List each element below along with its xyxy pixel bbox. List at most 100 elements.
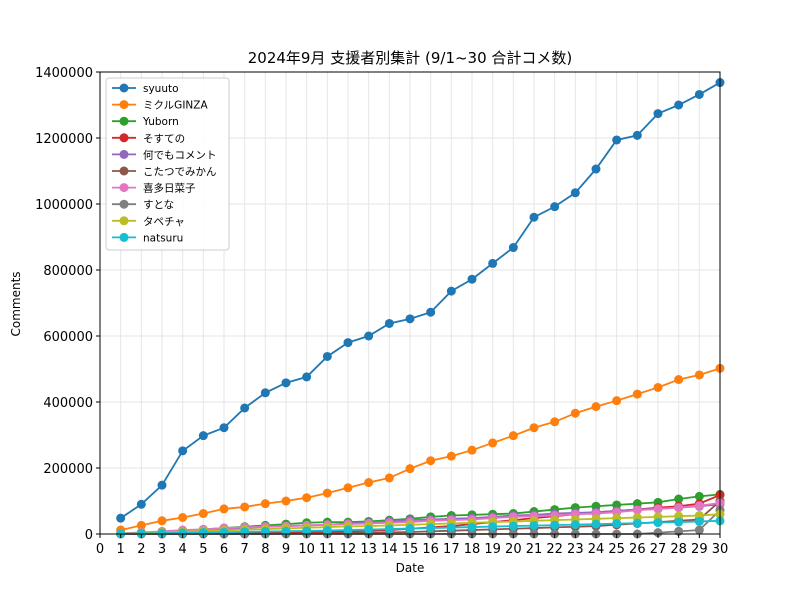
legend-item: ミクルGINZA bbox=[112, 100, 208, 112]
x-tick-label: 25 bbox=[608, 542, 625, 557]
x-tick-label: 1 bbox=[117, 542, 125, 557]
x-tick-label: 15 bbox=[402, 542, 419, 557]
y-tick-label: 1000000 bbox=[35, 198, 93, 213]
x-tick-label: 26 bbox=[629, 542, 646, 557]
data-point bbox=[198, 528, 208, 538]
data-point bbox=[446, 523, 456, 533]
data-point bbox=[508, 431, 518, 441]
y-tick-label: 0 bbox=[85, 528, 93, 543]
data-point bbox=[178, 446, 188, 456]
legend-item: Yuborn bbox=[112, 116, 179, 128]
x-tick-label: 21 bbox=[526, 542, 543, 557]
data-point bbox=[591, 519, 601, 529]
x-tick-label: 13 bbox=[360, 542, 377, 557]
data-point bbox=[591, 402, 601, 412]
x-tick-label: 9 bbox=[282, 542, 290, 557]
legend-label: 何でもコメント bbox=[143, 148, 217, 161]
series-natsuru bbox=[116, 516, 725, 539]
data-point bbox=[653, 382, 663, 392]
data-point bbox=[405, 314, 415, 324]
x-tick-label: 2 bbox=[137, 542, 145, 557]
data-point bbox=[281, 526, 291, 536]
data-point bbox=[384, 318, 394, 328]
y-tick-label: 800000 bbox=[43, 264, 93, 279]
data-point bbox=[157, 480, 167, 490]
x-tick-label: 30 bbox=[712, 542, 729, 557]
data-point bbox=[240, 502, 250, 512]
x-tick-label: 7 bbox=[241, 542, 249, 557]
data-point bbox=[508, 521, 518, 531]
y-axis-title: Comments bbox=[9, 271, 23, 336]
x-tick-label: 11 bbox=[319, 542, 336, 557]
legend-item: syuuto bbox=[112, 83, 179, 95]
data-point bbox=[632, 505, 642, 515]
data-point bbox=[694, 370, 704, 380]
x-tick-label: 19 bbox=[484, 542, 501, 557]
data-point bbox=[219, 504, 229, 514]
data-point bbox=[694, 491, 704, 501]
series-ミクルGINZA bbox=[116, 363, 725, 535]
data-point bbox=[322, 351, 332, 361]
data-point bbox=[343, 525, 353, 535]
data-point bbox=[219, 423, 229, 433]
data-point bbox=[570, 188, 580, 198]
legend-item: すとな bbox=[112, 199, 174, 211]
data-point bbox=[157, 528, 167, 538]
data-point bbox=[384, 473, 394, 483]
legend-swatch-marker bbox=[119, 133, 129, 143]
data-point bbox=[364, 478, 374, 488]
legend-label: こたつでみかん bbox=[143, 166, 217, 178]
data-point bbox=[198, 509, 208, 519]
x-tick-label: 29 bbox=[691, 542, 708, 557]
data-point bbox=[550, 202, 560, 212]
data-point bbox=[467, 274, 477, 284]
data-point bbox=[322, 526, 332, 536]
x-tick-label: 18 bbox=[464, 542, 481, 557]
x-tick-label: 8 bbox=[261, 542, 269, 557]
data-point bbox=[653, 504, 663, 514]
legend-label: そすての bbox=[143, 133, 185, 145]
x-tick-label: 28 bbox=[670, 542, 687, 557]
series-syuuto bbox=[116, 78, 725, 523]
data-point bbox=[529, 212, 539, 222]
data-point bbox=[281, 378, 291, 388]
data-point bbox=[178, 528, 188, 538]
legend-item: natsuru bbox=[112, 232, 183, 244]
x-tick-label: 10 bbox=[298, 542, 315, 557]
data-point bbox=[426, 523, 436, 533]
data-point bbox=[136, 520, 146, 530]
chart-title: 2024年9月 支援者別集計 (9/1~30 合計コメ数) bbox=[248, 49, 573, 67]
data-point bbox=[467, 522, 477, 532]
data-point bbox=[632, 518, 642, 528]
x-tick-label: 0 bbox=[96, 542, 104, 557]
data-point bbox=[612, 135, 622, 145]
legend-frame bbox=[105, 77, 230, 251]
legend-swatch-marker bbox=[119, 166, 129, 176]
x-tick-label: 12 bbox=[340, 542, 357, 557]
y-axis: 0 200000 400000 600000 800000 1000000 1200000 1… bbox=[35, 66, 100, 543]
legend-label: syuuto bbox=[143, 83, 179, 95]
data-point bbox=[550, 520, 560, 530]
data-point bbox=[694, 501, 704, 511]
data-point bbox=[426, 307, 436, 317]
y-tick-label: 600000 bbox=[43, 330, 93, 345]
x-tick-label: 14 bbox=[381, 542, 398, 557]
data-point bbox=[632, 130, 642, 140]
legend-swatch-marker bbox=[119, 149, 129, 159]
legend-label: 喜多日菜子 bbox=[143, 182, 196, 195]
x-axis: 0 1 2 3 4 5 6 7 8 9 10 11 12 13 14 15 16 17 18 19 20 21 22 23 24… bbox=[96, 534, 728, 557]
legend-item: こたつでみかん bbox=[112, 166, 217, 178]
data-point bbox=[612, 396, 622, 406]
legend-item: タペチャ bbox=[112, 216, 185, 228]
legend-swatch-marker bbox=[119, 100, 129, 110]
x-tick-label: 24 bbox=[588, 542, 605, 557]
legend-label: Yuborn bbox=[142, 116, 179, 128]
data-point bbox=[550, 417, 560, 427]
data-point bbox=[446, 286, 456, 296]
legend-swatch-marker bbox=[119, 232, 129, 242]
x-tick-label: 22 bbox=[546, 542, 563, 557]
legend-swatch-marker bbox=[119, 199, 129, 209]
data-point bbox=[178, 513, 188, 522]
x-tick-label: 3 bbox=[158, 542, 166, 557]
